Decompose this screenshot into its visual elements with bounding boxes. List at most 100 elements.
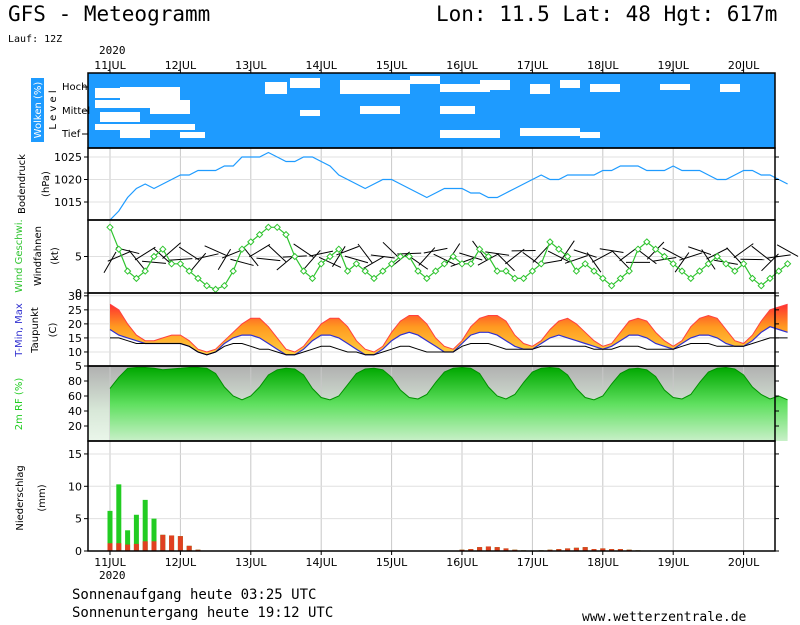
y-tick-label: 0 xyxy=(75,287,82,300)
wind-speed-point xyxy=(572,267,581,275)
wind-barb xyxy=(485,251,510,256)
day-label-top: 15JUL xyxy=(376,59,408,72)
panel-border xyxy=(87,147,776,221)
y-tick-label: 20 xyxy=(68,318,82,331)
wind-speed-point xyxy=(651,245,660,253)
wind-speed-point xyxy=(405,252,413,261)
wind-speed-point xyxy=(423,274,431,283)
wind-speed-point xyxy=(704,260,713,268)
precip-conv-bar xyxy=(116,543,122,551)
wind-speed-point xyxy=(493,267,501,275)
year-label-bottom: 2020 xyxy=(99,569,126,582)
wind-barb xyxy=(318,256,342,268)
cloud-clear-patch xyxy=(340,80,410,94)
dewpoint-ylabel: Taupunkt xyxy=(30,307,41,354)
wind-speed-point xyxy=(352,260,361,268)
wind-speed-point xyxy=(431,267,440,275)
cloud-clear-patch xyxy=(580,132,600,138)
sunrise-text: Sonnenaufgang heute 03:25 UTC xyxy=(72,587,317,603)
wind-speed-point xyxy=(440,260,449,268)
wind-speed-point xyxy=(264,223,273,232)
wind-barb xyxy=(256,257,281,262)
precip-conv-bar xyxy=(600,548,606,551)
wind-speed-point xyxy=(299,267,308,275)
precip-conv-bar xyxy=(556,549,562,551)
temperature-ylabel: T-Min, Max xyxy=(14,303,25,358)
tmax-line xyxy=(109,303,788,353)
model-run: Lauf: 12Z xyxy=(8,34,63,45)
cloud-clear-patch xyxy=(440,130,500,138)
wind-barb xyxy=(142,260,166,264)
cloud-clear-patch xyxy=(265,82,287,94)
day-label-top: 20JUL xyxy=(728,59,760,72)
wind-barb xyxy=(560,240,575,261)
wind-speed-point xyxy=(141,267,149,275)
precip-bar xyxy=(151,518,157,551)
wind-barb xyxy=(433,253,456,266)
wind-barb xyxy=(370,254,395,259)
cloud-level-ylabel: L e v e l xyxy=(48,90,59,129)
panel-border xyxy=(87,292,776,367)
cloud-clear-patch xyxy=(480,80,510,90)
wind-speed-point xyxy=(687,274,695,283)
wind-speed-point xyxy=(379,267,387,275)
year-label-top: 2020 xyxy=(99,44,126,57)
day-label-top: 12JUL xyxy=(165,59,197,72)
wind-ylabel: Wind Geschwi. xyxy=(14,219,25,292)
wind-speed-point xyxy=(123,267,132,275)
day-label-bottom: 11JUL xyxy=(94,556,126,569)
cloud-clear-patch xyxy=(300,110,320,116)
cloud-clear-patch xyxy=(440,84,490,92)
wind-speed-point xyxy=(273,223,281,232)
wind-speed-point xyxy=(616,274,625,283)
y-tick-label: 10 xyxy=(68,480,82,493)
wind-speed-point xyxy=(625,267,633,275)
wind-speed-point xyxy=(555,245,563,253)
wind-speed-point xyxy=(282,230,290,239)
wind-barb xyxy=(178,246,200,261)
wind-speed-point xyxy=(335,245,343,253)
wind-speed-point xyxy=(387,260,396,268)
precip-conv-bar xyxy=(160,534,166,551)
wind-barb xyxy=(268,245,287,263)
wind-barb xyxy=(776,244,799,257)
precip-bar xyxy=(133,514,139,551)
wind-speed-point xyxy=(229,267,237,275)
wind-speed-point xyxy=(211,285,220,294)
precip-bar xyxy=(116,484,122,551)
day-label-bottom: 15JUL xyxy=(376,556,408,569)
wind-barb xyxy=(153,248,173,265)
wind-barb xyxy=(217,248,232,270)
wind-barb xyxy=(293,243,314,258)
precip-conv-bar xyxy=(133,543,139,551)
wind-speed-point xyxy=(713,252,721,261)
wind-speed-point xyxy=(132,274,141,283)
wind-speed-point xyxy=(475,245,484,253)
wind-speed-point xyxy=(238,245,246,253)
y-tick-label: 20 xyxy=(68,420,82,433)
wind-speed-point xyxy=(775,267,783,275)
wind-speed-point xyxy=(220,281,229,290)
wind-speed-point xyxy=(634,245,642,253)
wind-barb xyxy=(418,247,436,266)
wind-speed-point xyxy=(660,252,669,261)
day-label-top: 11JUL xyxy=(94,59,126,72)
wind-barb xyxy=(505,248,525,265)
wind-barb xyxy=(168,258,193,261)
wind-speed-point xyxy=(308,274,317,283)
precip-conv-bar xyxy=(485,546,491,551)
cloud-ylabel-bg xyxy=(31,78,44,142)
wind-barb xyxy=(204,245,227,256)
wind-barb xyxy=(304,250,321,269)
wind-barb xyxy=(599,248,624,254)
sunset-text: Sonnenuntergang heute 19:12 UTC xyxy=(72,605,334,621)
precip-conv-bar xyxy=(494,547,500,551)
wind-speed-point xyxy=(458,260,466,268)
y-tick-label: 1020 xyxy=(54,174,82,187)
cloud-level-label: Hoch xyxy=(62,82,87,93)
day-label-top: 17JUL xyxy=(517,59,549,72)
precip-conv-bar xyxy=(477,547,483,551)
wind-speed-point xyxy=(563,252,572,261)
wind-speed-point xyxy=(502,267,510,275)
cloud-clear-patch xyxy=(360,106,400,114)
